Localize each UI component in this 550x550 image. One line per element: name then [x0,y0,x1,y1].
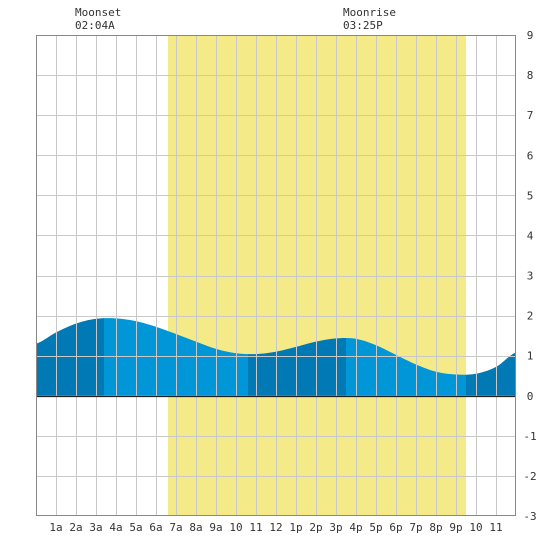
x-tick-label: 1p [289,521,302,534]
x-tick-label: 11 [489,521,502,534]
moonset-title: Moonset [75,6,122,19]
y-tick-label: 2 [527,310,534,323]
x-tick-label: 11 [249,521,262,534]
x-tick-label: 8a [189,521,202,534]
y-tick-label: 0 [527,390,534,403]
x-tick-label: 4a [109,521,122,534]
x-tick-label: 8p [429,521,442,534]
moonset-label: Moonset 02:04A [75,6,121,32]
x-tick-label: 1a [49,521,62,534]
rising-tide-area [466,352,516,396]
y-tick-label: 9 [527,29,534,42]
x-tick-label: 2p [309,521,322,534]
x-tick-label: 6p [389,521,402,534]
y-tick-label: 3 [527,270,534,283]
x-tick-label: 7p [409,521,422,534]
x-tick-label: 4p [349,521,362,534]
x-tick-label: 5a [129,521,142,534]
y-tick-label: 1 [527,350,534,363]
x-tick-label: 9p [449,521,462,534]
y-tick-label: 7 [527,109,534,122]
x-tick-label: 3p [329,521,342,534]
moonset-time: 02:04A [75,19,115,32]
y-tick-label: 8 [527,69,534,82]
y-tick-label: 6 [527,149,534,162]
x-tick-label: 5p [369,521,382,534]
x-tick-label: 9a [209,521,222,534]
x-tick-label: 6a [149,521,162,534]
moonrise-title: Moonrise [343,6,396,19]
y-tick-label: 5 [527,189,534,202]
moonrise-time: 03:25P [343,19,383,32]
moonrise-label: Moonrise 03:25P [343,6,396,32]
x-tick-label: 10 [469,521,482,534]
y-tick-label: -2 [523,470,536,483]
y-tick-label: -3 [523,510,536,523]
plot-frame [36,35,516,516]
y-tick-label: 4 [527,229,534,242]
x-tick-label: 3a [89,521,102,534]
x-tick-label: 2a [69,521,82,534]
x-tick-label: 12 [269,521,282,534]
x-tick-label: 10 [229,521,242,534]
y-tick-label: -1 [523,430,536,443]
x-tick-label: 7a [169,521,182,534]
